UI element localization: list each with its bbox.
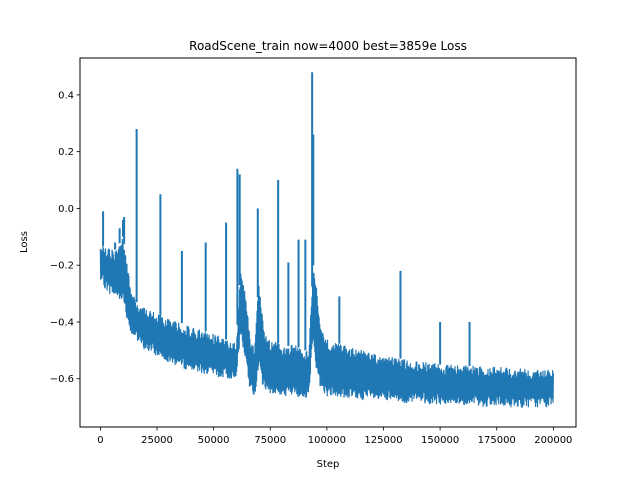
x-tick-label: 125000 — [364, 435, 402, 446]
loss-spikes — [102, 72, 471, 367]
plot-area — [99, 72, 554, 408]
x-tick-label: 175000 — [478, 435, 516, 446]
y-tick-label: 0.2 — [58, 147, 74, 158]
loss-series — [99, 238, 554, 408]
chart-title: RoadScene_train now=4000 best=3859e Loss — [189, 39, 467, 53]
x-axis: 0 25000 50000 75000 100000 125000 150000 175000… — [97, 427, 572, 446]
x-tick-label: 150000 — [421, 435, 459, 446]
loss-line — [99, 238, 554, 408]
x-tick-label: 100000 — [308, 435, 346, 446]
y-tick-label: −0.2 — [50, 261, 74, 272]
x-tick-label: 25000 — [141, 435, 173, 446]
x-tick-label: 75000 — [254, 435, 286, 446]
y-tick-label: −0.4 — [50, 317, 74, 328]
axes-frame — [79, 57, 577, 428]
x-axis-label: Step — [317, 459, 340, 470]
x-tick-label: 200000 — [534, 435, 572, 446]
x-tick-label: 0 — [97, 435, 103, 446]
x-tick-label: 50000 — [198, 435, 230, 446]
y-tick-label: 0.0 — [58, 204, 74, 215]
y-tick-label: 0.4 — [58, 90, 74, 101]
y-tick-label: −0.6 — [50, 374, 74, 385]
y-axis-label: Loss — [19, 231, 30, 253]
y-axis: 0.4 0.2 0.0 −0.2 −0.4 −0.6 — [50, 90, 80, 385]
